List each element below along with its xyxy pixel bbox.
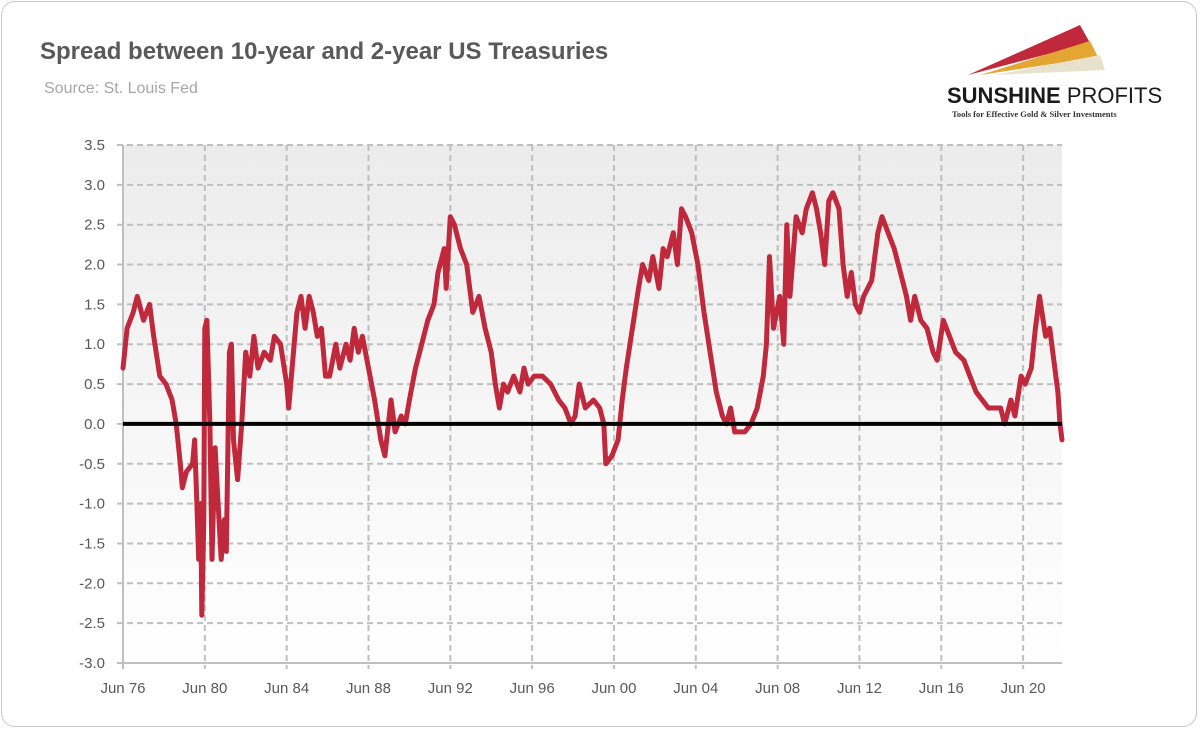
x-tick-label: Jun 00: [591, 680, 636, 697]
logo-name: SUNSHINE PROFITS: [947, 83, 1162, 109]
logo-name-bold: SUNSHINE: [947, 83, 1061, 108]
x-tick-label: Jun 16: [919, 680, 964, 697]
x-tick-label: Jun 80: [182, 680, 227, 697]
y-tick-label: 3.0: [84, 177, 105, 194]
series-line-spread: [120, 190, 1065, 618]
y-tick-label: -1.0: [79, 496, 105, 513]
y-tick-label: -0.5: [79, 456, 105, 473]
logo-rays-icon: [968, 25, 1105, 75]
y-tick-label: -1.5: [79, 535, 105, 552]
y-tick-label: -2.0: [79, 575, 105, 592]
logo-tagline: Tools for Effective Gold & Silver Invest…: [952, 109, 1117, 119]
y-tick-label: -2.5: [79, 615, 105, 632]
y-tick-label: 1.5: [84, 296, 105, 313]
x-tick-label: Jun 04: [673, 680, 718, 697]
x-tick-label: Jun 88: [346, 680, 391, 697]
y-tick-label: 2.5: [84, 217, 105, 234]
chart-source: Source: St. Louis Fed: [44, 80, 198, 97]
x-tick-label: Jun 12: [837, 680, 882, 697]
logo-name-light: PROFITS: [1066, 83, 1163, 108]
y-tick-label: 2.0: [84, 257, 105, 274]
y-tick-label: -3.0: [79, 655, 105, 672]
y-tick-label: 1.0: [84, 336, 105, 353]
chart-title: Spread between 10-year and 2-year US Tre…: [40, 38, 609, 65]
y-tick-label: 0.0: [84, 416, 105, 433]
x-tick-label: Jun 92: [428, 680, 473, 697]
x-tick-label: Jun 08: [755, 680, 800, 697]
y-tick-label: 3.5: [84, 137, 105, 154]
sunshine-profits-logo: SUNSHINE PROFITS Tools for Effective Gol…: [940, 25, 1185, 125]
x-tick-label: Jun 20: [1001, 680, 1046, 697]
x-tick-label: Jun 96: [510, 680, 555, 697]
y-tick-label: 0.5: [84, 376, 105, 393]
x-tick-label: Jun 84: [264, 680, 309, 697]
x-tick-label: Jun 76: [100, 680, 145, 697]
